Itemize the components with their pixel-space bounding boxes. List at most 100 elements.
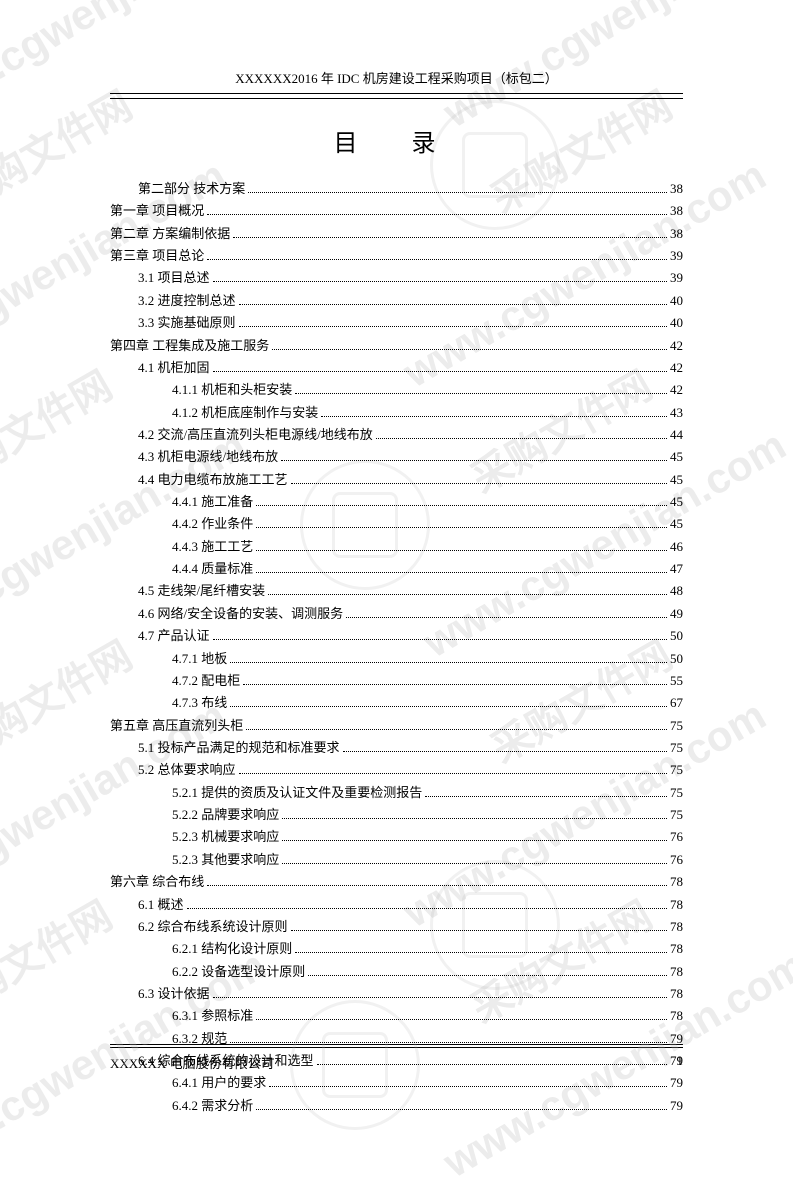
toc-label: 第一章 项目概况 bbox=[110, 200, 204, 222]
toc-entry: 5.2.3 其他要求响应 76 bbox=[110, 849, 683, 871]
toc-leader-dots bbox=[246, 729, 667, 730]
toc-leader-dots bbox=[272, 349, 667, 350]
toc-label: 4.1.2 机柜底座制作与安装 bbox=[172, 402, 318, 424]
toc-entry: 4.4.4 质量标准47 bbox=[110, 558, 683, 580]
toc-leader-dots bbox=[230, 706, 667, 707]
toc-label: 5.2.3 其他要求响应 bbox=[172, 849, 279, 871]
toc-leader-dots bbox=[282, 818, 667, 819]
toc-leader-dots bbox=[243, 684, 667, 685]
toc-page-number: 49 bbox=[670, 603, 683, 625]
toc-leader-dots bbox=[256, 572, 667, 573]
toc-entry: 4.4 电力电缆布放施工工艺45 bbox=[110, 469, 683, 491]
toc-leader-dots bbox=[346, 617, 667, 618]
toc-label: 4.2 交流/高压直流列头柜电源线/地线布放 bbox=[138, 424, 373, 446]
toc-entry: 6.3.1 参照标准 78 bbox=[110, 1005, 683, 1027]
toc-label: 6.2 综合布线系统设计原则 bbox=[138, 916, 288, 938]
toc-leader-dots bbox=[317, 1064, 667, 1065]
toc-leader-dots bbox=[187, 908, 667, 909]
toc-label: 4.7 产品认证 bbox=[138, 625, 210, 647]
toc-leader-dots bbox=[230, 1042, 667, 1043]
toc-entry: 第一章 项目概况38 bbox=[110, 200, 683, 222]
toc-entry: 6.2 综合布线系统设计原则78 bbox=[110, 916, 683, 938]
toc-entry: 4.2 交流/高压直流列头柜电源线/地线布放 44 bbox=[110, 424, 683, 446]
toc-page-number: 79 bbox=[670, 1050, 683, 1072]
toc-leader-dots bbox=[281, 460, 667, 461]
toc-leader-dots bbox=[343, 751, 667, 752]
toc-entry: 4.7 产品认证50 bbox=[110, 625, 683, 647]
toc-page-number: 38 bbox=[670, 178, 683, 200]
toc-leader-dots bbox=[213, 997, 667, 998]
toc-label: 4.5 走线架/尾纤槽安装 bbox=[138, 580, 265, 602]
toc-entry: 5.2.1 提供的资质及认证文件及重要检测报告75 bbox=[110, 782, 683, 804]
toc-label: 第二部分 技术方案 bbox=[138, 178, 245, 200]
toc-label: 4.6 网络/安全设备的安装、调测服务 bbox=[138, 603, 343, 625]
toc-page-number: 79 bbox=[670, 1072, 683, 1094]
toc-page-number: 42 bbox=[670, 335, 683, 357]
toc-entry: 4.4.1 施工准备45 bbox=[110, 491, 683, 513]
toc-leader-dots bbox=[207, 214, 667, 215]
toc-entry: 5.1 投标产品满足的规范和标准要求75 bbox=[110, 737, 683, 759]
toc-label: 3.3 实施基础原则 bbox=[138, 312, 236, 334]
toc-label: 6.3.1 参照标准 bbox=[172, 1005, 253, 1027]
toc-page-number: 75 bbox=[670, 737, 683, 759]
toc-entry: 5.2.2 品牌要求响应 75 bbox=[110, 804, 683, 826]
toc-label: 6.4.1 用户的要求 bbox=[172, 1072, 266, 1094]
toc-entry: 4.4.3 施工工艺46 bbox=[110, 536, 683, 558]
toc-page-number: 78 bbox=[670, 938, 683, 960]
toc-entry: 3.1 项目总述39 bbox=[110, 267, 683, 289]
toc-entry: 4.1 机柜加固42 bbox=[110, 357, 683, 379]
toc-leader-dots bbox=[239, 773, 667, 774]
toc-entry: 第四章 工程集成及施工服务42 bbox=[110, 335, 683, 357]
toc-entry: 4.5 走线架/尾纤槽安装 48 bbox=[110, 580, 683, 602]
toc-page-number: 75 bbox=[670, 759, 683, 781]
toc-label: 第三章 项目总论 bbox=[110, 245, 204, 267]
toc-leader-dots bbox=[295, 393, 667, 394]
toc-label: 4.7.1 地板 bbox=[172, 648, 227, 670]
toc-label: 4.1 机柜加固 bbox=[138, 357, 210, 379]
toc-entry: 6.2.1 结构化设计原则78 bbox=[110, 938, 683, 960]
toc-entry: 第三章 项目总论 39 bbox=[110, 245, 683, 267]
toc-label: 4.7.2 配电柜 bbox=[172, 670, 240, 692]
toc-entry: 3.3 实施基础原则40 bbox=[110, 312, 683, 334]
toc-leader-dots bbox=[291, 930, 667, 931]
toc-leader-dots bbox=[248, 192, 667, 193]
toc-page-number: 76 bbox=[670, 849, 683, 871]
toc-leader-dots bbox=[269, 1086, 667, 1087]
toc-entry: 6.3 设计依据78 bbox=[110, 983, 683, 1005]
toc-entry: 6.2.2 设备选型设计原则78 bbox=[110, 961, 683, 983]
toc-label: 第五章 高压直流列头柜 bbox=[110, 715, 243, 737]
toc-label: 6.4 综合布线系统的设计和选型 bbox=[138, 1050, 314, 1072]
toc-entry: 6.4.1 用户的要求 79 bbox=[110, 1072, 683, 1094]
toc-leader-dots bbox=[256, 550, 667, 551]
toc-page-number: 48 bbox=[670, 580, 683, 602]
toc-label: 5.2 总体要求响应 bbox=[138, 759, 236, 781]
toc-leader-dots bbox=[213, 371, 667, 372]
toc-entry: 4.1.2 机柜底座制作与安装43 bbox=[110, 402, 683, 424]
toc-leader-dots bbox=[376, 438, 667, 439]
toc-page-number: 78 bbox=[670, 1005, 683, 1027]
toc-label: 5.2.1 提供的资质及认证文件及重要检测报告 bbox=[172, 782, 422, 804]
toc-page-number: 45 bbox=[670, 491, 683, 513]
toc-leader-dots bbox=[308, 975, 667, 976]
toc-page-number: 75 bbox=[670, 804, 683, 826]
toc-page-number: 38 bbox=[670, 223, 683, 245]
toc-label: 4.4.2 作业条件 bbox=[172, 513, 253, 535]
toc-page-number: 78 bbox=[670, 983, 683, 1005]
toc-page-number: 45 bbox=[670, 469, 683, 491]
toc-leader-dots bbox=[213, 281, 667, 282]
toc-entry: 4.7.3 布线67 bbox=[110, 692, 683, 714]
toc-leader-dots bbox=[282, 840, 667, 841]
toc-leader-dots bbox=[268, 594, 667, 595]
toc-page-number: 44 bbox=[670, 424, 683, 446]
toc-label: 5.2.2 品牌要求响应 bbox=[172, 804, 279, 826]
header-rule bbox=[110, 98, 683, 99]
toc-label: 4.4.3 施工工艺 bbox=[172, 536, 253, 558]
toc-label: 6.1 概述 bbox=[138, 894, 184, 916]
toc-entry: 第六章 综合布线78 bbox=[110, 871, 683, 893]
toc-page-number: 39 bbox=[670, 245, 683, 267]
toc-page-number: 76 bbox=[670, 826, 683, 848]
toc-leader-dots bbox=[256, 527, 667, 528]
toc-label: 3.1 项目总述 bbox=[138, 267, 210, 289]
toc-page-number: 67 bbox=[670, 692, 683, 714]
toc-entry: 4.4.2 作业条件45 bbox=[110, 513, 683, 535]
